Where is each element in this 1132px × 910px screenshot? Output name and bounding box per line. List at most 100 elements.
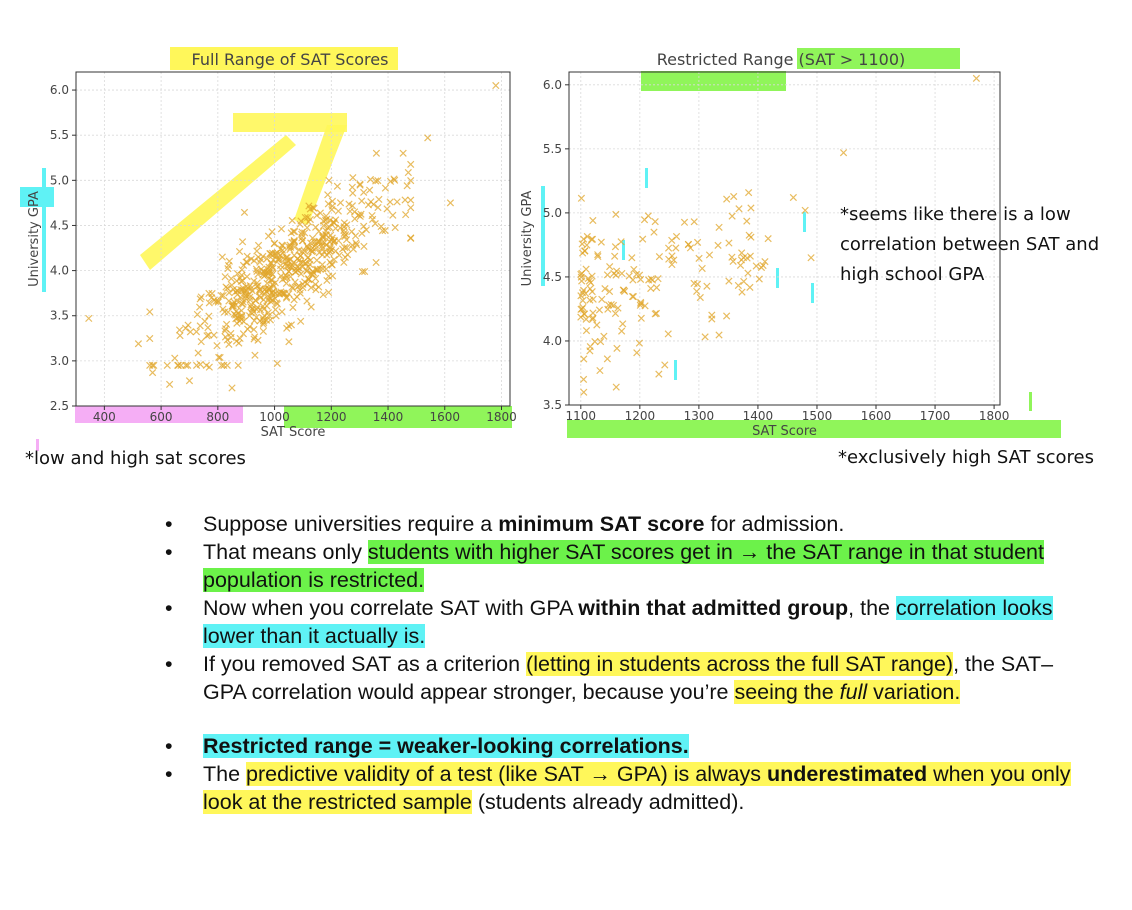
data-point	[325, 176, 333, 185]
data-point	[222, 283, 230, 291]
data-point	[330, 236, 339, 245]
y-tick-label: 5.0	[50, 173, 69, 187]
data-point	[589, 314, 597, 322]
data-point	[341, 243, 349, 252]
data-point	[619, 320, 627, 328]
data-point	[331, 224, 340, 232]
data-point	[407, 196, 415, 204]
data-point	[609, 301, 618, 310]
data-point	[350, 208, 359, 216]
data-point	[250, 257, 258, 265]
data-point	[85, 314, 93, 323]
data-point	[723, 195, 731, 203]
data-point	[327, 260, 336, 268]
data-point	[340, 229, 348, 238]
data-point	[303, 297, 311, 305]
y-tick-label: 4.5	[50, 218, 69, 232]
title-highlight-right-2	[641, 71, 786, 91]
data-point	[356, 180, 364, 188]
data-point	[664, 330, 672, 338]
data-point	[351, 215, 359, 223]
data-point	[176, 332, 184, 340]
data-point	[655, 253, 664, 261]
data-point	[651, 217, 659, 226]
x-tick-label: 1600	[429, 410, 460, 424]
data-point	[289, 227, 298, 236]
data-point	[736, 261, 745, 269]
data-point	[221, 273, 229, 281]
data-point	[668, 236, 676, 244]
data-point	[424, 134, 432, 142]
data-point	[383, 205, 391, 213]
data-point	[279, 289, 288, 297]
data-point	[404, 168, 412, 177]
data-point	[222, 325, 230, 333]
data-point	[322, 212, 330, 220]
data-point	[752, 262, 760, 270]
bullet-item-6: • The predictive validity of a test (lik…	[165, 760, 1085, 816]
data-point	[277, 272, 285, 280]
data-point	[313, 256, 321, 264]
data-point	[197, 338, 205, 346]
bullet-highlight: (letting in students across the full SAT…	[526, 652, 954, 676]
data-point	[492, 81, 500, 90]
data-point	[580, 388, 588, 396]
data-point	[598, 295, 606, 303]
data-point	[285, 338, 293, 346]
data-point	[403, 182, 411, 190]
data-point	[637, 298, 645, 307]
data-point	[588, 272, 596, 280]
data-point	[303, 224, 311, 232]
data-point	[356, 181, 364, 189]
data-point	[377, 222, 385, 231]
data-point	[307, 284, 315, 292]
data-point	[324, 200, 332, 208]
data-point	[259, 302, 267, 310]
data-point	[582, 289, 590, 298]
data-point	[255, 287, 264, 296]
data-point	[194, 349, 202, 357]
data-point	[654, 275, 662, 283]
bullet-text: predictive validity of a test (like SAT …	[246, 762, 767, 786]
data-point	[259, 316, 268, 325]
data-point	[205, 289, 213, 298]
data-point	[761, 258, 769, 266]
data-point	[648, 276, 657, 284]
data-point	[353, 241, 361, 249]
data-point	[374, 203, 382, 212]
data-point	[299, 280, 307, 288]
data-point	[703, 282, 711, 290]
data-point	[218, 253, 226, 261]
data-point	[315, 238, 324, 246]
data-point	[730, 192, 738, 201]
data-point	[171, 354, 179, 362]
data-point	[652, 309, 661, 318]
data-point	[653, 283, 661, 292]
data-point	[600, 332, 608, 340]
data-point	[254, 282, 262, 290]
data-point	[243, 258, 251, 266]
bullet-text: (students already admitted).	[471, 790, 745, 814]
data-point	[287, 243, 295, 252]
bullet-glyph: •	[165, 734, 173, 758]
data-point	[578, 277, 586, 285]
data-point	[236, 334, 244, 343]
data-point	[304, 245, 313, 253]
bullet-item-1: • Suppose universities require a minimum…	[165, 510, 1085, 538]
x-tick-label: 1500	[802, 409, 833, 423]
data-point	[277, 265, 285, 273]
x-tick-label: 1200	[625, 409, 656, 423]
data-point	[186, 328, 195, 336]
title-highlight-left	[170, 47, 398, 70]
data-point	[254, 336, 262, 344]
data-point	[239, 298, 247, 306]
data-point	[233, 287, 241, 295]
bullet-list: • Suppose universities require a minimum…	[165, 510, 1085, 816]
y-tick-label: 4.0	[50, 264, 69, 278]
bullet-text: The	[203, 762, 247, 786]
y-tick-label: 3.5	[50, 309, 69, 323]
data-point	[633, 349, 641, 357]
data-point	[259, 252, 267, 261]
data-point	[221, 327, 229, 335]
bullet-text: , the	[848, 596, 896, 620]
